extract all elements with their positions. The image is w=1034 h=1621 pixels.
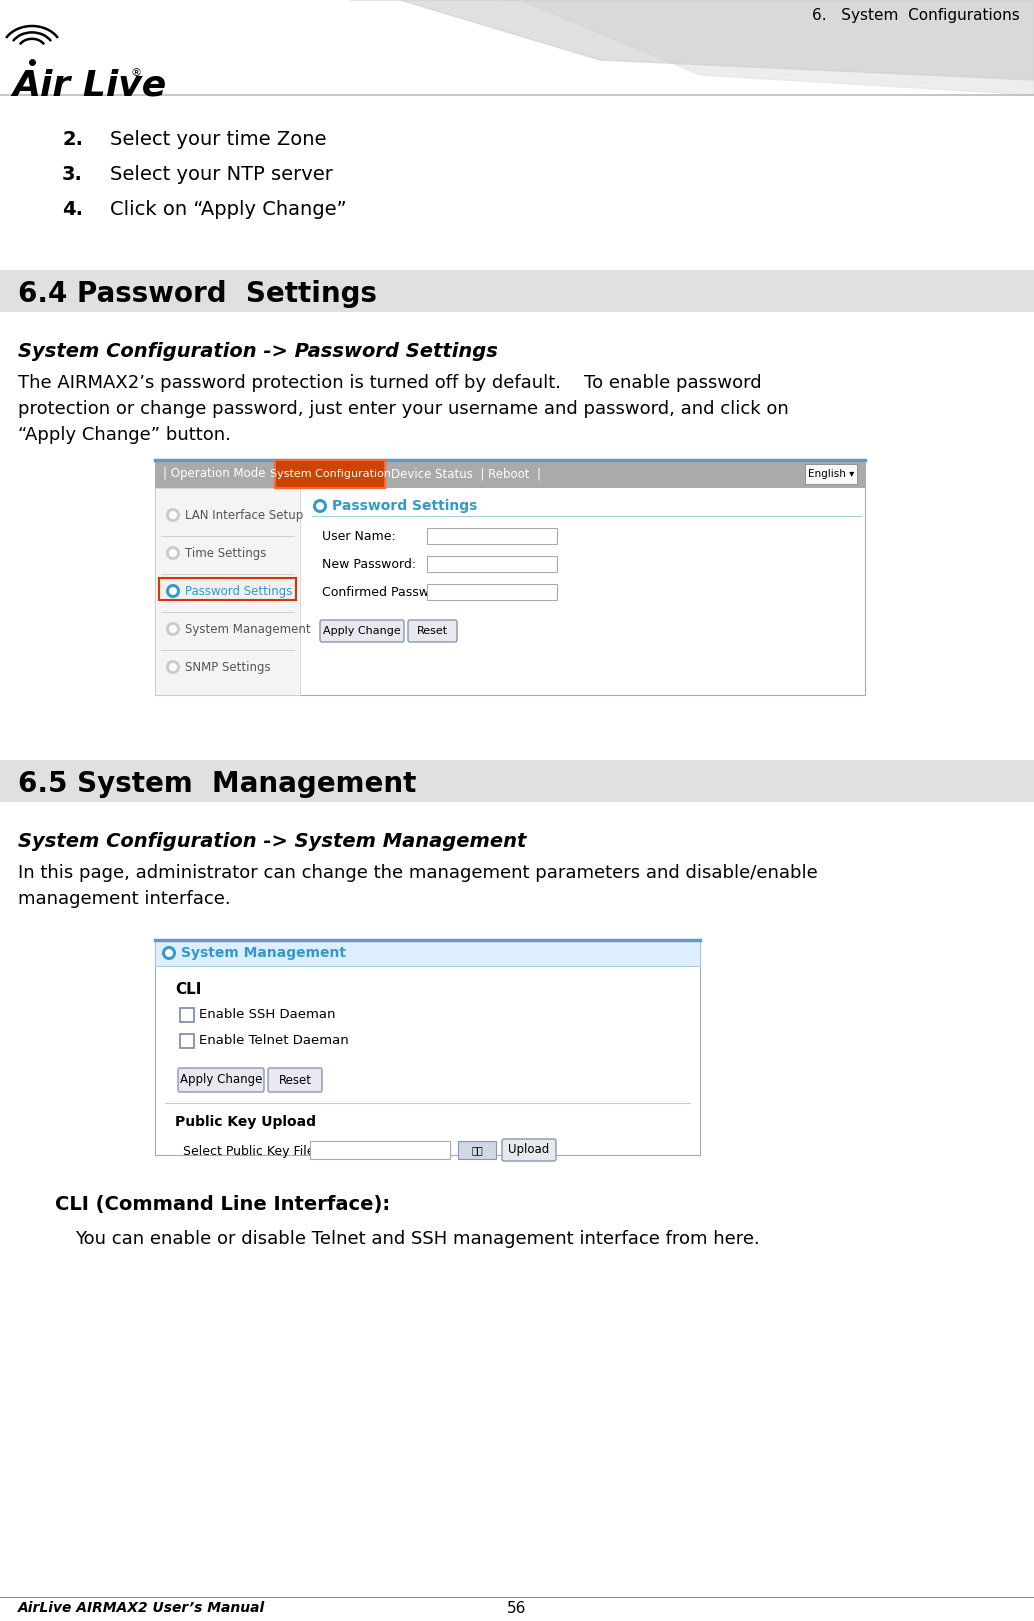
Text: CLI: CLI <box>175 982 202 997</box>
Text: Password Settings: Password Settings <box>185 585 293 598</box>
Bar <box>427 556 557 572</box>
Circle shape <box>169 550 177 558</box>
Bar <box>155 940 700 1156</box>
Text: Select Public Key File: Select Public Key File <box>183 1144 314 1157</box>
FancyBboxPatch shape <box>178 1068 264 1093</box>
Text: System Management: System Management <box>185 622 310 635</box>
Text: 4.: 4. <box>62 199 83 219</box>
Text: CLI (Command Line Interface):: CLI (Command Line Interface): <box>55 1195 390 1214</box>
Circle shape <box>169 626 177 632</box>
Text: User Name:: User Name: <box>322 530 396 543</box>
Text: Enable Telnet Daeman: Enable Telnet Daeman <box>199 1034 348 1047</box>
Bar <box>310 1141 450 1159</box>
Circle shape <box>316 503 324 511</box>
Bar <box>805 464 857 485</box>
Text: 56: 56 <box>508 1602 526 1616</box>
Bar <box>427 584 557 600</box>
Circle shape <box>166 660 180 674</box>
Text: System Configuration: System Configuration <box>270 468 391 478</box>
Text: | Operation Mode: | Operation Mode <box>163 467 266 480</box>
Text: Upload: Upload <box>509 1143 550 1156</box>
Bar <box>159 579 296 600</box>
FancyBboxPatch shape <box>268 1068 322 1093</box>
Bar <box>0 760 1034 802</box>
Bar <box>275 460 385 488</box>
Circle shape <box>166 622 180 635</box>
Text: Time Settings: Time Settings <box>185 546 267 559</box>
Text: Password Settings: Password Settings <box>332 499 478 512</box>
Bar <box>180 1034 194 1049</box>
Text: Select your NTP server: Select your NTP server <box>110 165 333 185</box>
Circle shape <box>162 947 176 960</box>
Text: English ▾: English ▾ <box>808 468 854 478</box>
Bar <box>155 460 865 695</box>
Circle shape <box>169 663 177 671</box>
Circle shape <box>165 948 173 956</box>
Text: Confirmed Password:: Confirmed Password: <box>322 587 454 600</box>
Polygon shape <box>500 0 1034 96</box>
Text: 2.: 2. <box>62 130 83 149</box>
Text: In this page, administrator can change the management parameters and disable/ena: In this page, administrator can change t… <box>18 864 818 882</box>
Circle shape <box>169 511 177 519</box>
Text: SNMP Settings: SNMP Settings <box>185 660 271 673</box>
Text: System Configuration -> System Management: System Configuration -> System Managemen… <box>18 832 526 851</box>
Text: Select your time Zone: Select your time Zone <box>110 130 327 149</box>
Text: “Apply Change” button.: “Apply Change” button. <box>18 426 231 444</box>
FancyBboxPatch shape <box>501 1140 556 1161</box>
Text: protection or change password, just enter your username and password, and click : protection or change password, just ente… <box>18 400 789 418</box>
Polygon shape <box>349 0 1034 79</box>
FancyBboxPatch shape <box>408 619 457 642</box>
Bar <box>458 1141 496 1159</box>
Bar <box>0 271 1034 311</box>
Text: 6.5 System  Management: 6.5 System Management <box>18 770 417 798</box>
Text: Air Live: Air Live <box>12 68 166 102</box>
Text: Reset: Reset <box>278 1073 311 1086</box>
Bar <box>155 460 865 488</box>
Text: The AIRMAX2’s password protection is turned off by default.    To enable passwor: The AIRMAX2’s password protection is tur… <box>18 374 762 392</box>
Circle shape <box>313 499 327 512</box>
Text: 6.4 Password  Settings: 6.4 Password Settings <box>18 280 377 308</box>
Circle shape <box>169 587 177 595</box>
Text: Reset: Reset <box>417 626 448 635</box>
Bar <box>155 488 300 695</box>
Text: LAN Interface Setup: LAN Interface Setup <box>185 509 303 522</box>
Text: New Password:: New Password: <box>322 558 416 571</box>
Text: 3.: 3. <box>62 165 83 185</box>
Text: You can enable or disable Telnet and SSH management interface from here.: You can enable or disable Telnet and SSH… <box>75 1230 760 1248</box>
Text: System Management: System Management <box>181 947 346 960</box>
Text: ®: ® <box>130 68 141 78</box>
Bar <box>427 528 557 545</box>
Text: Enable SSH Daeman: Enable SSH Daeman <box>199 1008 335 1021</box>
Text: Click on “Apply Change”: Click on “Apply Change” <box>110 199 346 219</box>
FancyBboxPatch shape <box>320 619 404 642</box>
Circle shape <box>166 584 180 598</box>
Text: 测览: 测览 <box>472 1144 483 1156</box>
Text: management interface.: management interface. <box>18 890 231 908</box>
Bar <box>180 1008 194 1021</box>
Text: Device Status  | Reboot  |: Device Status | Reboot | <box>391 467 541 480</box>
Circle shape <box>166 546 180 559</box>
Text: System Configuration -> Password Settings: System Configuration -> Password Setting… <box>18 342 498 361</box>
Text: AirLive AIRMAX2 User’s Manual: AirLive AIRMAX2 User’s Manual <box>18 1602 266 1615</box>
Bar <box>275 460 385 488</box>
Text: 6.   System  Configurations: 6. System Configurations <box>813 8 1020 23</box>
Circle shape <box>166 507 180 522</box>
Text: Apply Change: Apply Change <box>180 1073 263 1086</box>
Bar <box>155 940 700 966</box>
Text: Public Key Upload: Public Key Upload <box>175 1115 316 1128</box>
Text: Apply Change: Apply Change <box>323 626 401 635</box>
